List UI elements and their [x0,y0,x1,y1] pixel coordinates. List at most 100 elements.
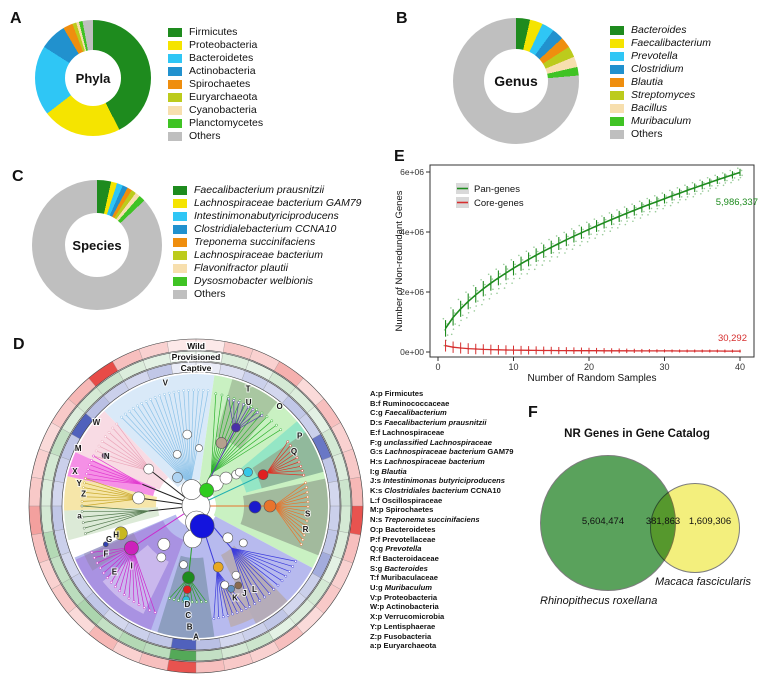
legend-swatch [168,80,182,89]
pan-jitter-point [647,214,649,216]
tree-subsector-Q [252,432,324,489]
pan-jitter-point [623,206,626,208]
pan-jitter-point [452,328,455,330]
tree-branch [273,505,305,536]
pan-jitter-point [469,296,471,298]
tree-branch [141,403,191,485]
tree-branch [266,457,298,474]
venn-right-circle [650,483,740,573]
tree-branch [273,505,308,517]
pan-jitter-point [477,300,479,302]
tree-leaf [212,617,216,620]
legend-swatch [610,91,624,100]
clade-letter-Q: Q [291,447,297,456]
genus-center-label: Genus [494,73,538,89]
clade-letter-H: H [113,531,119,540]
tree-branch [128,547,133,599]
legend-swatch [610,104,624,113]
pan-jitter-point [525,250,528,253]
legend-item: Bacillus [610,102,711,115]
tree-node [231,570,241,580]
legend-label: Actinobacteria [189,65,256,77]
legend-item: Prevotella [610,50,711,63]
tree-leaf [163,393,166,396]
pan-jitter-point [550,256,553,258]
x-tick-label: 40 [735,362,745,372]
taxa-key-item: O:p Bacteroidetes [370,524,436,534]
tree-leaf [187,388,190,392]
tree-leaf [97,444,101,448]
tree-branch [85,478,143,485]
taxa-key-item: W:p Actinobacteria [370,602,439,612]
pan-jitter-point [649,210,651,213]
ring-border [28,338,364,674]
pan-jitter-point [490,293,493,295]
pan-jitter-point [467,311,470,314]
tree-leaf [94,449,98,453]
pan-jitter-point [533,268,536,271]
taxa-key-item: a:p Euryarchaeota [370,641,437,651]
tree-node [257,469,269,481]
tree-leaf [92,454,95,458]
tree-leaf [102,571,106,575]
tree-branch [216,570,219,618]
taxa-key-item: Y:p Lentisphaerae [370,621,436,631]
tree-leaf [85,472,88,476]
tree-leaf [93,556,96,560]
tree-branch [211,429,281,474]
legend-label: Treponema succinifaciens [194,236,316,248]
pan-jitter-point [601,233,604,236]
pan-jitter-point [597,229,600,232]
legend-series-label: Pan-genes [474,184,520,195]
taxa-key-item: T:f Muribaculaceae [370,573,438,583]
tree-leaf [303,529,307,532]
tree-leaf [302,533,306,537]
legend-item: Bacteroidetes [168,52,263,65]
pan-jitter-point [564,252,566,254]
legend-label: Muribaculum [631,115,692,127]
pan-jitter-point [650,207,653,210]
tree-leaf [182,389,186,393]
legend-swatch [610,117,624,126]
legend-swatch [610,65,624,74]
pan-jitter-point [461,303,464,306]
tree-leaf [80,500,84,503]
pan-jitter-point [718,182,721,184]
pan-jitter-point [498,287,500,290]
pan-jitter-point [596,233,598,236]
tree-node [172,472,183,483]
tree-node [132,491,145,505]
tree-node [181,479,202,500]
pan-jitter-point [510,258,513,261]
tree-branch [231,547,261,601]
pan-jitter-point [588,237,591,239]
legend-label: Streptomyces [631,89,696,101]
tree-leaf [168,596,171,600]
pan-jitter-point [669,189,671,192]
legend-swatch [173,264,187,273]
legend-item: Euryarchaeota [168,91,263,104]
tree-branch [82,510,149,518]
tree-branch [189,390,209,485]
tree-leaf [280,579,284,583]
tree-branch [84,510,149,529]
tree-leaf [204,600,208,603]
tree-node [182,571,195,584]
venn-left-circle [540,455,676,591]
tree-node [101,452,109,459]
pan-jitter-point [511,282,513,284]
tree-leaf [109,580,113,584]
tree-branch [266,453,296,474]
tree-leaf [120,415,123,419]
tree-leaf [153,611,157,614]
pan-jitter-point [487,273,490,276]
pan-jitter-point [699,179,701,181]
tree-node [172,450,182,459]
clade-letter-A: A [193,633,199,642]
species-donut-chart: Species [32,180,162,310]
legend-swatch [173,251,187,260]
legend-label: Others [631,128,663,140]
legend-label: Cyanobacteria [189,104,257,116]
pan-jitter-point [733,172,735,174]
